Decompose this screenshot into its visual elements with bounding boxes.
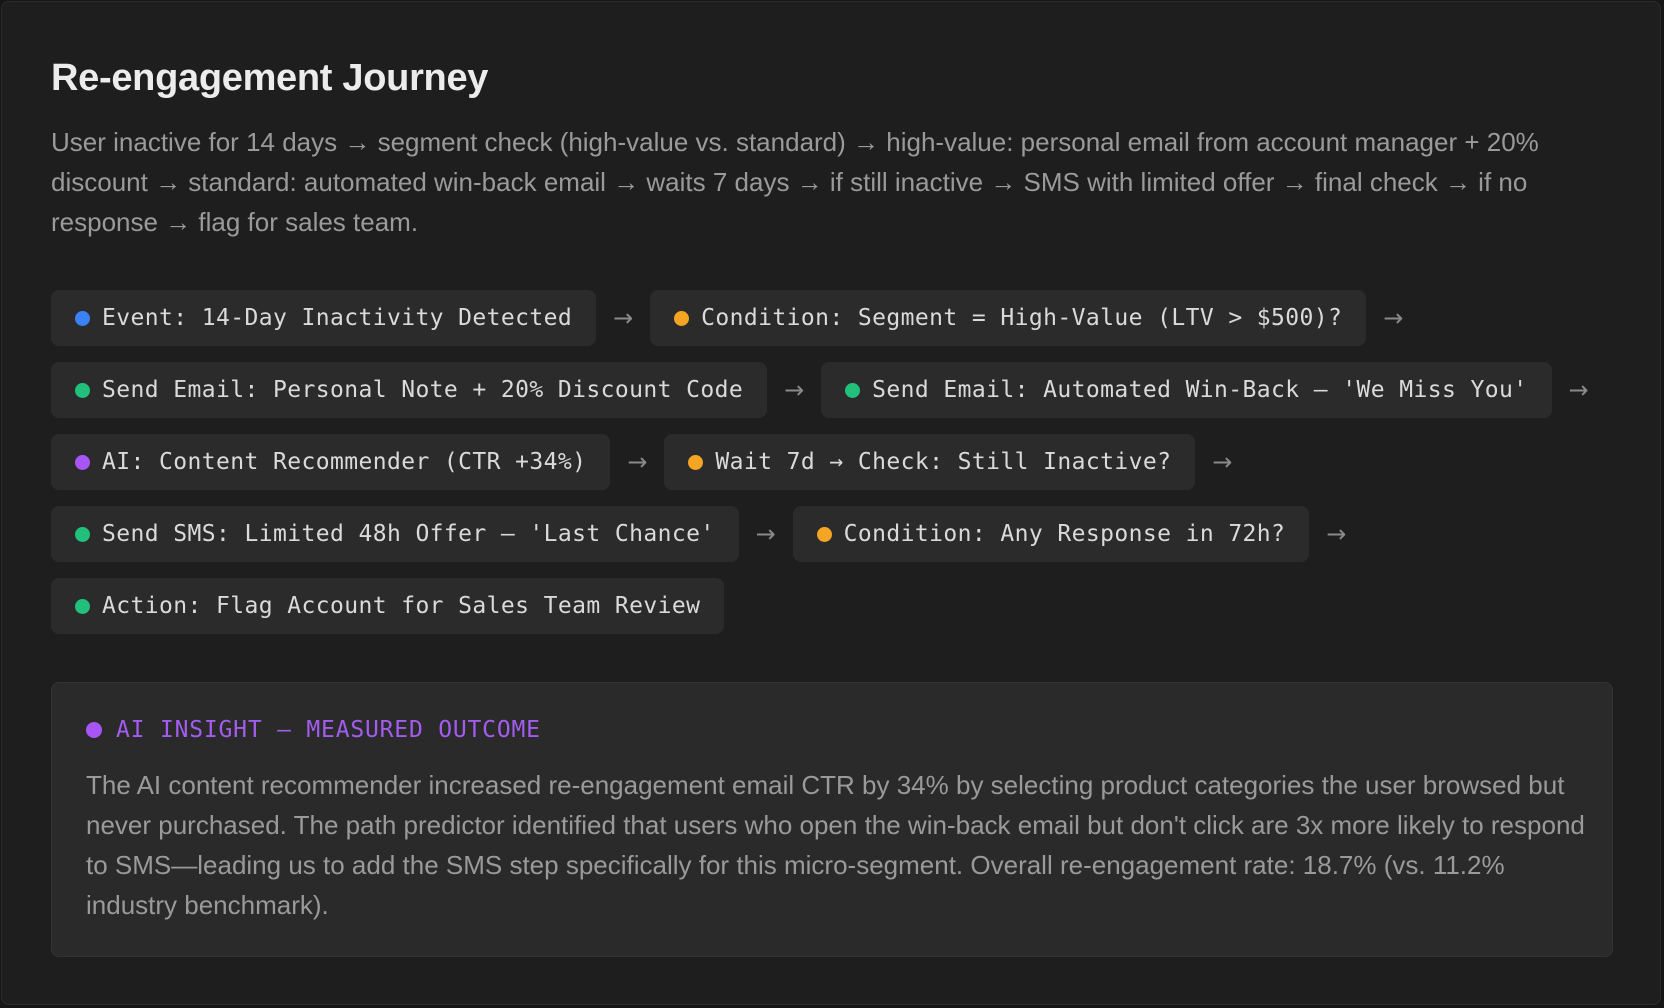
- flow-node-condition-response[interactable]: Condition: Any Response in 72h?: [792, 506, 1310, 562]
- arrow-right-icon: →: [627, 448, 648, 476]
- action-status-dot: [75, 598, 90, 614]
- flow-node-label: Condition: Any Response in 72h?: [843, 521, 1286, 547]
- action-status-dot: [75, 382, 90, 398]
- action-status-dot: [75, 526, 90, 542]
- ai-insight-title: AI INSIGHT — MEASURED OUTCOME: [116, 717, 541, 743]
- ai-insight-panel: AI INSIGHT — MEASURED OUTCOME The AI con…: [51, 682, 1613, 957]
- flow-node-label: Action: Flag Account for Sales Team Revi…: [102, 593, 701, 619]
- ai-status-dot: [75, 454, 90, 470]
- arrow-right-icon: →: [1326, 520, 1347, 548]
- flow-node-label: Event: 14-Day Inactivity Detected: [102, 305, 573, 331]
- flow-node-flag-account[interactable]: Action: Flag Account for Sales Team Revi…: [51, 578, 725, 634]
- condition-status-dot: [816, 526, 832, 542]
- flow-node-send-personal-email[interactable]: Send Email: Personal Note + 20% Discount…: [51, 362, 768, 418]
- page-title: Re-engagement Journey: [51, 57, 489, 99]
- flow-node-send-winback-email[interactable]: Send Email: Automated Win-Back — 'We Mis…: [821, 362, 1552, 418]
- arrow-right-icon: →: [755, 520, 776, 548]
- flow-node-label: Send Email: Personal Note + 20% Discount…: [102, 377, 744, 403]
- condition-status-dot: [674, 310, 690, 326]
- flow-node-ai-content-recommender[interactable]: AI: Content Recommender (CTR +34%): [51, 434, 611, 490]
- flow-node-condition-segment[interactable]: Condition: Segment = High-Value (LTV > $…: [650, 290, 1367, 346]
- arrow-right-icon: →: [613, 304, 634, 332]
- flow-node-label: Send Email: Automated Win-Back — 'We Mis…: [872, 377, 1528, 403]
- event-status-dot: [75, 310, 90, 326]
- arrow-right-icon: →: [1568, 376, 1589, 404]
- flow-node-label: AI: Content Recommender (CTR +34%): [102, 449, 587, 475]
- flow-row: Action: Flag Account for Sales Team Revi…: [51, 578, 1641, 634]
- condition-status-dot: [688, 454, 704, 470]
- flow-node-event-inactivity[interactable]: Event: 14-Day Inactivity Detected: [51, 290, 597, 346]
- flow-node-label: Condition: Segment = High-Value (LTV > $…: [701, 305, 1343, 331]
- flow-row: Send Email: Personal Note + 20% Discount…: [51, 362, 1641, 418]
- ai-insight-header: AI INSIGHT — MEASURED OUTCOME: [86, 717, 541, 743]
- ai-insight-body: The AI content recommender increased re-…: [86, 770, 1585, 920]
- ai-insight-dot: [86, 722, 102, 738]
- flow-node-send-sms[interactable]: Send SMS: Limited 48h Offer — 'Last Chan…: [51, 506, 739, 562]
- action-status-dot: [845, 382, 861, 398]
- journey-flow: Event: 14-Day Inactivity Detected → Cond…: [51, 290, 1641, 650]
- arrow-right-icon: →: [1383, 304, 1404, 332]
- arrow-right-icon: →: [1212, 448, 1233, 476]
- journey-description: User inactive for 14 days → segment chec…: [51, 127, 1539, 237]
- arrow-right-icon: →: [784, 376, 805, 404]
- flow-node-label: Wait 7d → Check: Still Inactive?: [715, 449, 1172, 475]
- flow-row: Send SMS: Limited 48h Offer — 'Last Chan…: [51, 506, 1641, 562]
- flow-node-label: Send SMS: Limited 48h Offer — 'Last Chan…: [102, 521, 715, 547]
- flow-node-wait-check-inactive[interactable]: Wait 7d → Check: Still Inactive?: [664, 434, 1196, 490]
- flow-row: AI: Content Recommender (CTR +34%) → Wai…: [51, 434, 1641, 490]
- flow-row: Event: 14-Day Inactivity Detected → Cond…: [51, 290, 1641, 346]
